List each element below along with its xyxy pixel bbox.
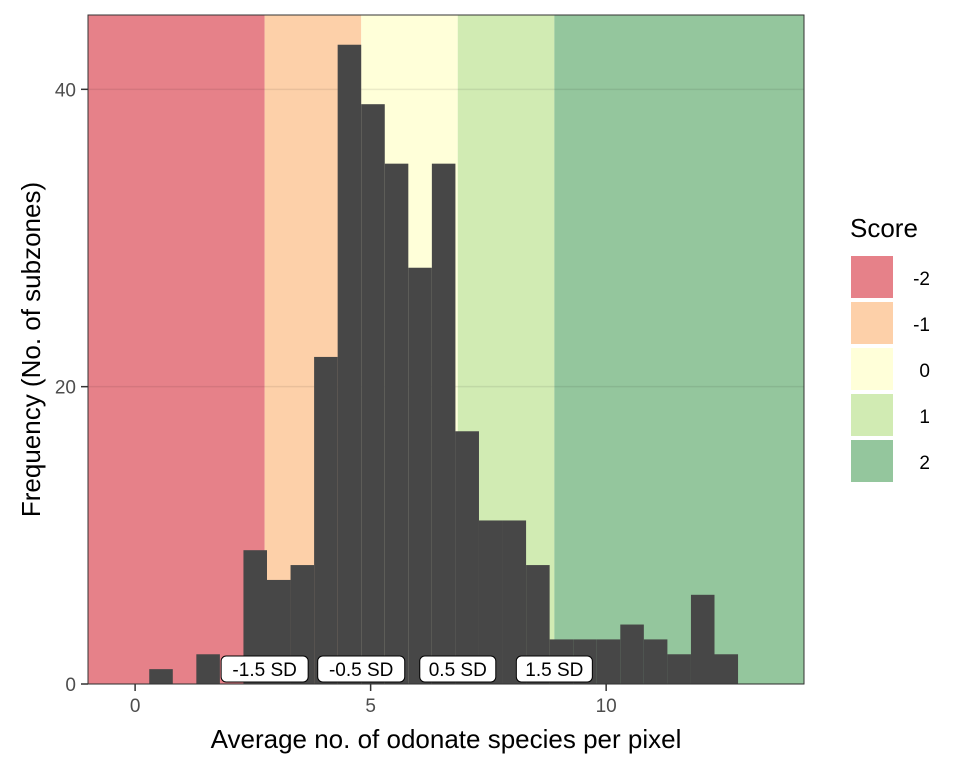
histogram-bar bbox=[408, 267, 432, 684]
legend-label: 0 bbox=[919, 361, 930, 382]
y-axis: 0 20 40 bbox=[55, 80, 88, 696]
histogram-bar bbox=[620, 624, 644, 684]
histogram-bar bbox=[361, 104, 385, 684]
histogram-bar bbox=[431, 163, 456, 684]
histogram-bar bbox=[243, 550, 267, 684]
legend-label: -2 bbox=[913, 269, 930, 290]
histogram-bar bbox=[384, 163, 409, 684]
sd-label-box bbox=[419, 655, 497, 683]
histogram-bar bbox=[455, 431, 479, 684]
histogram-bar bbox=[502, 520, 527, 684]
histogram-bar bbox=[596, 639, 621, 684]
histogram-bar bbox=[337, 44, 362, 684]
sd-label-box bbox=[220, 655, 309, 683]
legend: Score -2 -1 0 1 2 bbox=[850, 213, 930, 482]
x-tick-label: 10 bbox=[596, 696, 617, 717]
histogram-bar bbox=[643, 639, 668, 684]
legend-key--1 bbox=[851, 302, 893, 344]
legend-label: -1 bbox=[913, 315, 930, 336]
legend-key--2 bbox=[851, 256, 893, 298]
histogram-bar bbox=[290, 565, 315, 684]
legend-key-0 bbox=[851, 348, 893, 390]
sd-labels: -1.5 SD -0.5 SD 0.5 SD 1.5 SD bbox=[220, 655, 593, 683]
sd-label: 0.5 SD bbox=[429, 660, 487, 681]
sd-label: -1.5 SD bbox=[232, 660, 296, 681]
histogram-bar bbox=[690, 594, 715, 684]
legend-label: 2 bbox=[919, 453, 930, 474]
sd-label-box bbox=[317, 655, 406, 683]
sd-label: 1.5 SD bbox=[525, 660, 583, 681]
sd-label-box bbox=[515, 655, 593, 683]
x-axis: 0 5 10 bbox=[130, 684, 617, 717]
legend-title: Score bbox=[850, 213, 918, 243]
x-tick-label: 0 bbox=[130, 696, 141, 717]
x-tick-label: 5 bbox=[365, 696, 376, 717]
x-axis-label: Average no. of odonate species per pixel bbox=[211, 724, 682, 754]
histogram-bar bbox=[526, 565, 550, 684]
y-tick-label: 40 bbox=[55, 80, 76, 101]
legend-label: 1 bbox=[919, 407, 930, 428]
y-axis-label: Frequency (No. of subzones) bbox=[16, 182, 46, 517]
score-band-2 bbox=[554, 15, 804, 684]
histogram-bar bbox=[314, 356, 338, 684]
plot-panel-border bbox=[87, 14, 805, 685]
histogram-bar bbox=[714, 654, 739, 684]
score-band--2 bbox=[88, 15, 265, 684]
histogram-bar bbox=[667, 654, 691, 684]
legend-key-1 bbox=[851, 394, 893, 436]
y-tick-label: 20 bbox=[55, 378, 76, 399]
histogram-bar bbox=[149, 669, 173, 684]
legend-key-2 bbox=[851, 440, 893, 482]
sd-label: -0.5 SD bbox=[329, 660, 393, 681]
histogram-bar bbox=[478, 520, 503, 684]
histogram-bar bbox=[196, 654, 220, 684]
y-tick-label: 0 bbox=[65, 675, 76, 696]
